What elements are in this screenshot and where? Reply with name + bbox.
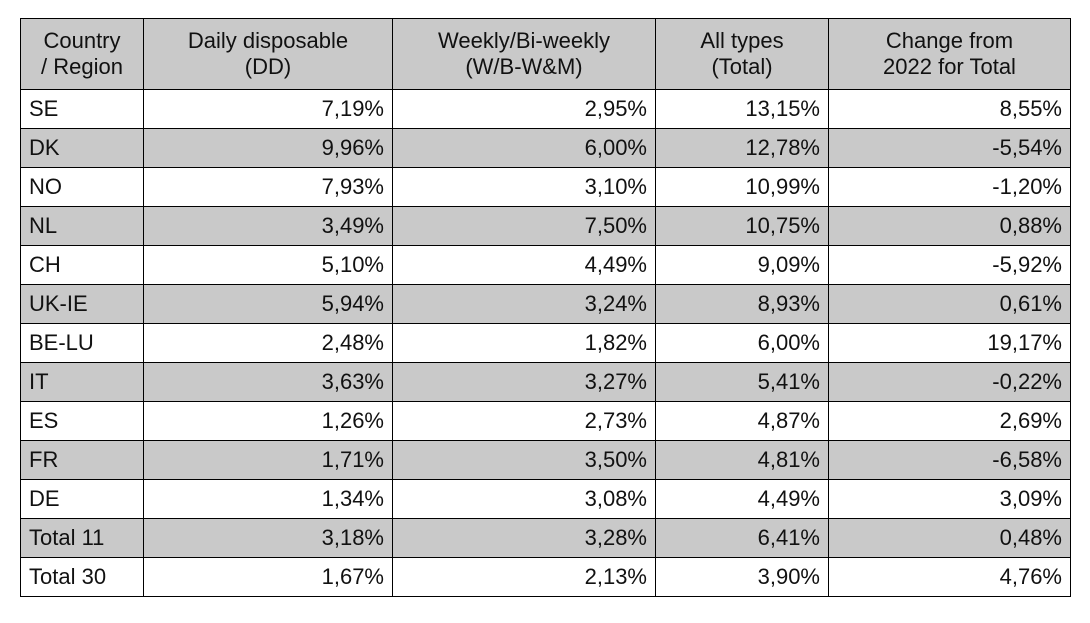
row-label: FR <box>20 440 144 480</box>
cell: -0,22% <box>828 362 1071 402</box>
table-row: SE 7,19% 2,95% 13,15% 8,55% <box>20 89 1071 129</box>
cell: 7,50% <box>392 206 656 246</box>
table-row: ES 1,26% 2,73% 4,87% 2,69% <box>20 401 1071 441</box>
cell: 3,08% <box>392 479 656 519</box>
header-row: Country / Region Daily disposable (DD) Weekl… <box>20 18 1071 90</box>
header-line: Change from <box>885 28 1014 53</box>
column-header: Weekly/Bi-weekly (W/B-W&M) <box>392 18 656 90</box>
cell: -6,58% <box>828 440 1071 480</box>
cell: 7,93% <box>143 167 393 207</box>
cell: 6,00% <box>655 323 829 363</box>
cell: -1,20% <box>828 167 1071 207</box>
row-label: DK <box>20 128 144 168</box>
cell: 4,49% <box>655 479 829 519</box>
cell: 2,13% <box>392 557 656 597</box>
cell: 3,90% <box>655 557 829 597</box>
cell: 10,99% <box>655 167 829 207</box>
table-row: BE-LU 2,48% 1,82% 6,00% 19,17% <box>20 323 1071 363</box>
cell: -5,54% <box>828 128 1071 168</box>
header-line: Weekly/Bi-weekly <box>438 28 610 53</box>
cell: 4,87% <box>655 401 829 441</box>
cell: 9,96% <box>143 128 393 168</box>
table-row: CH 5,10% 4,49% 9,09% -5,92% <box>20 245 1071 285</box>
cell: 4,76% <box>828 557 1071 597</box>
row-label: NO <box>20 167 144 207</box>
column-header: Country / Region <box>20 18 144 90</box>
header-line: (DD) <box>244 54 292 79</box>
cell: 3,63% <box>143 362 393 402</box>
header-line: 2022 for Total <box>883 54 1016 79</box>
row-label: BE-LU <box>20 323 144 363</box>
table-row: DK 9,96% 6,00% 12,78% -5,54% <box>20 128 1071 168</box>
cell: 1,34% <box>143 479 393 519</box>
cell: 2,48% <box>143 323 393 363</box>
row-label: ES <box>20 401 144 441</box>
cell: 4,49% <box>392 245 656 285</box>
table-body: SE 7,19% 2,95% 13,15% 8,55% DK 9,96% 6,00% 12,78… <box>20 89 1071 597</box>
cell: 6,00% <box>392 128 656 168</box>
cell: 4,81% <box>655 440 829 480</box>
cell: 9,09% <box>655 245 829 285</box>
cell: 3,27% <box>392 362 656 402</box>
row-label: UK-IE <box>20 284 144 324</box>
row-label: NL <box>20 206 144 246</box>
row-label: IT <box>20 362 144 402</box>
cell: 7,19% <box>143 89 393 129</box>
table-row: UK-IE 5,94% 3,24% 8,93% 0,61% <box>20 284 1071 324</box>
cell: 5,10% <box>143 245 393 285</box>
row-label: DE <box>20 479 144 519</box>
row-label: SE <box>20 89 144 129</box>
cell: 1,67% <box>143 557 393 597</box>
header-line: Daily disposable <box>187 28 349 53</box>
header-line: Country <box>43 28 121 53</box>
row-label: Total 11 <box>20 518 144 558</box>
table-row: Total 30 1,67% 2,13% 3,90% 4,76% <box>20 557 1071 597</box>
cell: 3,10% <box>392 167 656 207</box>
cell: -5,92% <box>828 245 1071 285</box>
header-line: / Region <box>41 54 123 79</box>
cell: 3,50% <box>392 440 656 480</box>
data-table: Country / Region Daily disposable (DD) Weekl… <box>20 18 1071 597</box>
cell: 13,15% <box>655 89 829 129</box>
cell: 0,88% <box>828 206 1071 246</box>
cell: 19,17% <box>828 323 1071 363</box>
table-row: NL 3,49% 7,50% 10,75% 0,88% <box>20 206 1071 246</box>
column-header: Daily disposable (DD) <box>143 18 393 90</box>
row-label: Total 30 <box>20 557 144 597</box>
cell: 3,09% <box>828 479 1071 519</box>
table-row: Total 11 3,18% 3,28% 6,41% 0,48% <box>20 518 1071 558</box>
table-row: DE 1,34% 3,08% 4,49% 3,09% <box>20 479 1071 519</box>
table-row: IT 3,63% 3,27% 5,41% -0,22% <box>20 362 1071 402</box>
cell: 1,71% <box>143 440 393 480</box>
cell: 12,78% <box>655 128 829 168</box>
cell: 6,41% <box>655 518 829 558</box>
cell: 5,94% <box>143 284 393 324</box>
column-header: All types (Total) <box>655 18 829 90</box>
cell: 8,93% <box>655 284 829 324</box>
cell: 3,28% <box>392 518 656 558</box>
header-line: All types <box>700 28 784 53</box>
cell: 2,95% <box>392 89 656 129</box>
cell: 8,55% <box>828 89 1071 129</box>
cell: 0,61% <box>828 284 1071 324</box>
cell: 1,82% <box>392 323 656 363</box>
cell: 5,41% <box>655 362 829 402</box>
header-line: (Total) <box>711 54 773 79</box>
cell: 10,75% <box>655 206 829 246</box>
cell: 0,48% <box>828 518 1071 558</box>
cell: 3,18% <box>143 518 393 558</box>
cell: 1,26% <box>143 401 393 441</box>
cell: 2,69% <box>828 401 1071 441</box>
cell: 3,24% <box>392 284 656 324</box>
table-row: NO 7,93% 3,10% 10,99% -1,20% <box>20 167 1071 207</box>
cell: 3,49% <box>143 206 393 246</box>
row-label: CH <box>20 245 144 285</box>
header-line: (W/B-W&M) <box>465 54 583 79</box>
cell: 2,73% <box>392 401 656 441</box>
column-header: Change from 2022 for Total <box>828 18 1071 90</box>
table-row: FR 1,71% 3,50% 4,81% -6,58% <box>20 440 1071 480</box>
